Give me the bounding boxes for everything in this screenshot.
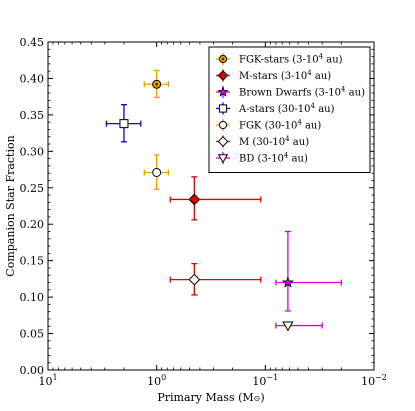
y-tick-label: 0.00 [20, 364, 45, 377]
x-tick-label: 100 [147, 373, 166, 388]
y-tick-label: 0.05 [20, 328, 45, 341]
data-point [282, 321, 294, 332]
y-tick-label: 0.25 [20, 182, 45, 195]
legend-marker [217, 70, 229, 81]
y-tick-label: 0.15 [20, 255, 45, 268]
legend-label: FGK-stars (3-104 au) [239, 53, 343, 66]
data-point-center [155, 82, 159, 86]
legend-item: FGK (30-104 au) [216, 119, 321, 132]
data-point [188, 193, 201, 206]
legend-marker [217, 136, 229, 147]
x-axis-title: Primary Mass (M⊙) [157, 391, 264, 404]
legend-label: A-stars (30-104 au) [238, 102, 335, 115]
legend-item: Brown Dwarfs (3-104 au) [216, 86, 365, 99]
legend-frame [208, 46, 371, 173]
series-4 [143, 154, 170, 190]
x-axis-title-close: ) [260, 391, 264, 404]
series-3 [105, 104, 142, 143]
legend-label: M (30-104 au) [239, 135, 309, 148]
legend-marker [217, 86, 229, 97]
legend-marker [217, 154, 229, 164]
legend-item: BD (3-104 au) [216, 152, 308, 165]
data-point [119, 119, 129, 129]
data-layer [105, 69, 342, 332]
series-6 [275, 321, 323, 332]
legend-label: FGK (30-104 au) [239, 119, 321, 132]
y-tick-label: 0.40 [20, 72, 45, 85]
legend-label: M-stars (3-104 au) [239, 69, 331, 82]
legend-item: M (30-104 au) [216, 135, 309, 148]
legend-item: FGK-stars (3-104 au) [216, 53, 343, 66]
x-axis-title-symbol: ⊙ [254, 394, 261, 403]
y-tick-label: 0.45 [20, 36, 45, 49]
data-point [188, 273, 201, 286]
y-tick-label: 0.20 [20, 218, 45, 231]
series-0 [143, 69, 170, 99]
x-tick-label: 101 [38, 373, 57, 388]
y-axis-title: Companion Star Fraction [4, 135, 17, 276]
axes-layer: 0.00 0.05 0.10 0.15 0.20 0.25 0.30 0.35 0.40 0.45… [20, 36, 387, 388]
y-tick-label: 0.10 [20, 291, 45, 304]
legend-marker [218, 120, 228, 130]
series-2 [275, 230, 342, 312]
x-tick-label: 10−2 [361, 373, 387, 388]
y-tick-label: 0.35 [20, 109, 45, 122]
data-point [152, 167, 162, 177]
legend-label: BD (3-104 au) [239, 152, 308, 165]
legend: FGK-stars (3-104 au) M-stars (3-104 au) Br… [208, 46, 371, 173]
data-point [281, 276, 294, 288]
x-tick-label: 10−1 [252, 373, 278, 388]
x-axis-title-text: Primary Mass (M [157, 391, 253, 404]
series-5 [169, 262, 262, 296]
legend-label: Brown Dwarfs (3-104 au) [239, 86, 365, 99]
legend-marker [218, 104, 228, 113]
series-1 [169, 176, 262, 221]
y-tick-label: 0.30 [20, 145, 45, 158]
plot-frame [47, 41, 375, 371]
legend-marker-center [221, 57, 225, 61]
legend-item: M-stars (3-104 au) [216, 69, 331, 82]
legend-item: A-stars (30-104 au) [216, 102, 335, 115]
